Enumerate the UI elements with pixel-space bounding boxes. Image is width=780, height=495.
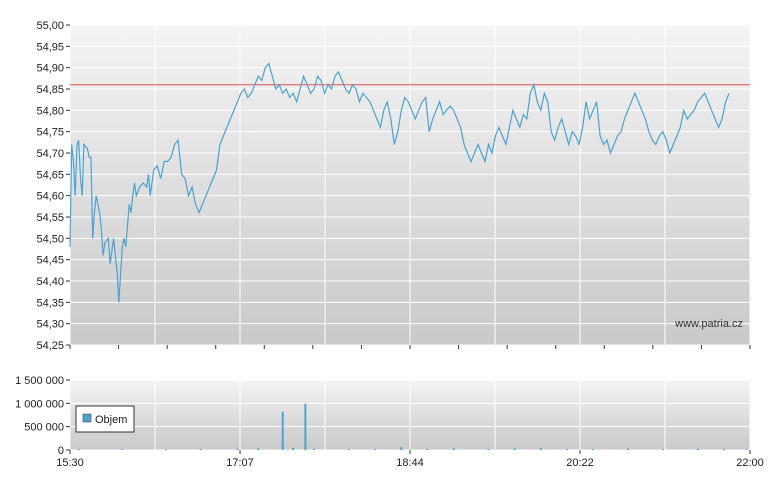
volume-bar bbox=[696, 448, 699, 450]
volume-y-tick-label: 0 bbox=[58, 445, 64, 457]
price-y-tick-label: 54,50 bbox=[36, 233, 64, 245]
volume-bar bbox=[565, 449, 568, 450]
price-y-tick-label: 54,40 bbox=[36, 276, 64, 288]
price-y-tick-label: 54,70 bbox=[36, 148, 64, 160]
volume-bar bbox=[281, 411, 284, 450]
volume-bar bbox=[487, 449, 490, 450]
volume-bar bbox=[426, 448, 429, 450]
volume-y-axis: 1 500 000 1 000 000 500 000 0 bbox=[15, 375, 70, 457]
volume-y-tick-label: 1 500 000 bbox=[15, 375, 64, 387]
watermark: www.patria.cz bbox=[674, 318, 743, 330]
volume-bar bbox=[292, 448, 295, 450]
price-y-tick-label: 54,25 bbox=[36, 340, 64, 352]
x-tick-label: 22:00 bbox=[736, 457, 764, 469]
volume-bar bbox=[626, 448, 629, 450]
volume-bar bbox=[400, 447, 403, 450]
legend-entry-volume: Objem bbox=[95, 414, 127, 426]
volume-bar bbox=[592, 449, 595, 450]
volume-bar bbox=[539, 448, 542, 450]
volume-bar bbox=[452, 448, 455, 450]
volume-bar bbox=[121, 449, 124, 450]
price-y-tick-label: 54,35 bbox=[36, 297, 64, 309]
legend: Objem bbox=[75, 405, 135, 433]
x-tick-label: 15:30 bbox=[56, 457, 84, 469]
price-panel: 55,00 54,95 54,90 54,85 54,80 54,75 54,70 54,65… bbox=[36, 20, 751, 352]
volume-bar bbox=[722, 449, 725, 450]
volume-y-tick-label: 1 000 000 bbox=[15, 398, 64, 410]
volume-bar bbox=[257, 448, 260, 450]
volume-bar bbox=[745, 449, 748, 450]
price-y-tick-label: 54,90 bbox=[36, 63, 64, 75]
volume-bar bbox=[347, 449, 350, 450]
legend-swatch-volume bbox=[82, 413, 92, 423]
volume-bar bbox=[513, 448, 516, 450]
x-tick-label: 17:07 bbox=[226, 457, 254, 469]
volume-y-tick-label: 500 000 bbox=[24, 422, 64, 434]
price-y-tick-label: 54,65 bbox=[36, 169, 64, 181]
price-y-tick-label: 54,80 bbox=[36, 105, 64, 117]
x-tick-label: 20:22 bbox=[566, 457, 594, 469]
volume-bar bbox=[661, 449, 664, 450]
volume-bars bbox=[77, 403, 748, 450]
volume-bar bbox=[199, 448, 202, 450]
price-y-tick-label: 54,95 bbox=[36, 41, 64, 53]
price-series-line bbox=[69, 62, 730, 303]
volume-panel: 1 500 000 1 000 000 500 000 0 15:30 17:07 18:… bbox=[15, 375, 764, 469]
volume-x-axis: 15:30 17:07 18:44 20:22 22:00 bbox=[56, 450, 764, 469]
volume-bar bbox=[77, 449, 80, 450]
price-y-tick-label: 55,00 bbox=[36, 20, 64, 32]
price-y-tick-label: 54,55 bbox=[36, 212, 64, 224]
price-y-tick-label: 54,75 bbox=[36, 127, 64, 139]
volume-bar bbox=[374, 449, 377, 450]
price-y-tick-label: 54,45 bbox=[36, 255, 64, 267]
volume-bar bbox=[164, 449, 167, 450]
price-y-axis: 55,00 54,95 54,90 54,85 54,80 54,75 54,70 54,65… bbox=[36, 20, 70, 352]
price-y-tick-label: 54,60 bbox=[36, 191, 64, 203]
price-grid bbox=[69, 24, 751, 346]
price-x-tick-marks bbox=[69, 345, 751, 349]
volume-bar bbox=[304, 403, 307, 450]
x-tick-label: 18:44 bbox=[396, 457, 424, 469]
price-y-tick-label: 54,30 bbox=[36, 319, 64, 331]
price-y-tick-label: 54,85 bbox=[36, 84, 64, 96]
volume-bar bbox=[313, 449, 316, 450]
volume-bar bbox=[236, 448, 239, 450]
